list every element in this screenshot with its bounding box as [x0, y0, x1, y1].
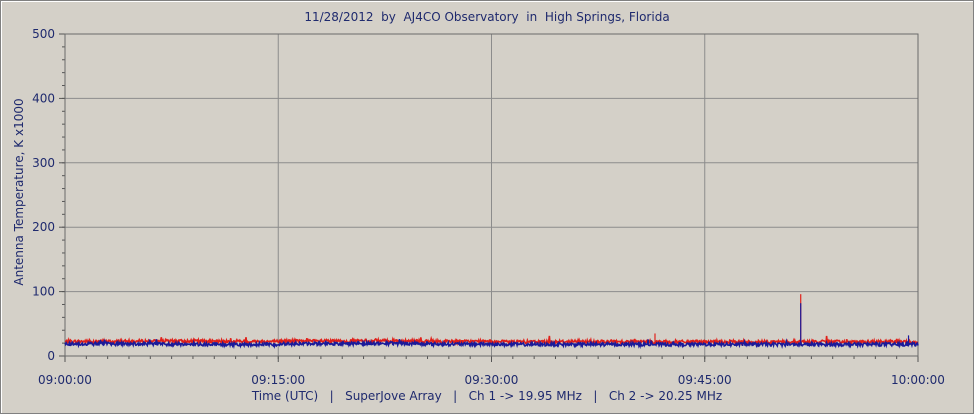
y-tick-label: 0 — [47, 349, 55, 363]
y-tick-label: 200 — [32, 220, 55, 234]
y-tick-label: 500 — [32, 27, 55, 41]
x-tick-label: 09:30:00 — [465, 373, 519, 387]
y-tick-label: 400 — [32, 91, 55, 105]
x-tick-label: 09:15:00 — [251, 373, 305, 387]
x-tick-label: 09:00:00 — [38, 373, 92, 387]
series-line-ch1 — [64, 335, 919, 347]
series-line-ch2 — [64, 338, 919, 350]
y-tick-label: 300 — [32, 156, 55, 170]
x-axis-caption: Time (UTC) | SuperJove Array | Ch 1 -> 1… — [251, 389, 723, 403]
plot-border — [64, 33, 919, 357]
y-tick-label: 100 — [32, 285, 55, 299]
x-tick-label: 10:00:00 — [891, 373, 945, 387]
chart-title: 11/28/2012 by AJ4CO Observatory in High … — [304, 10, 670, 24]
x-tick-label: 09:45:00 — [678, 373, 732, 387]
